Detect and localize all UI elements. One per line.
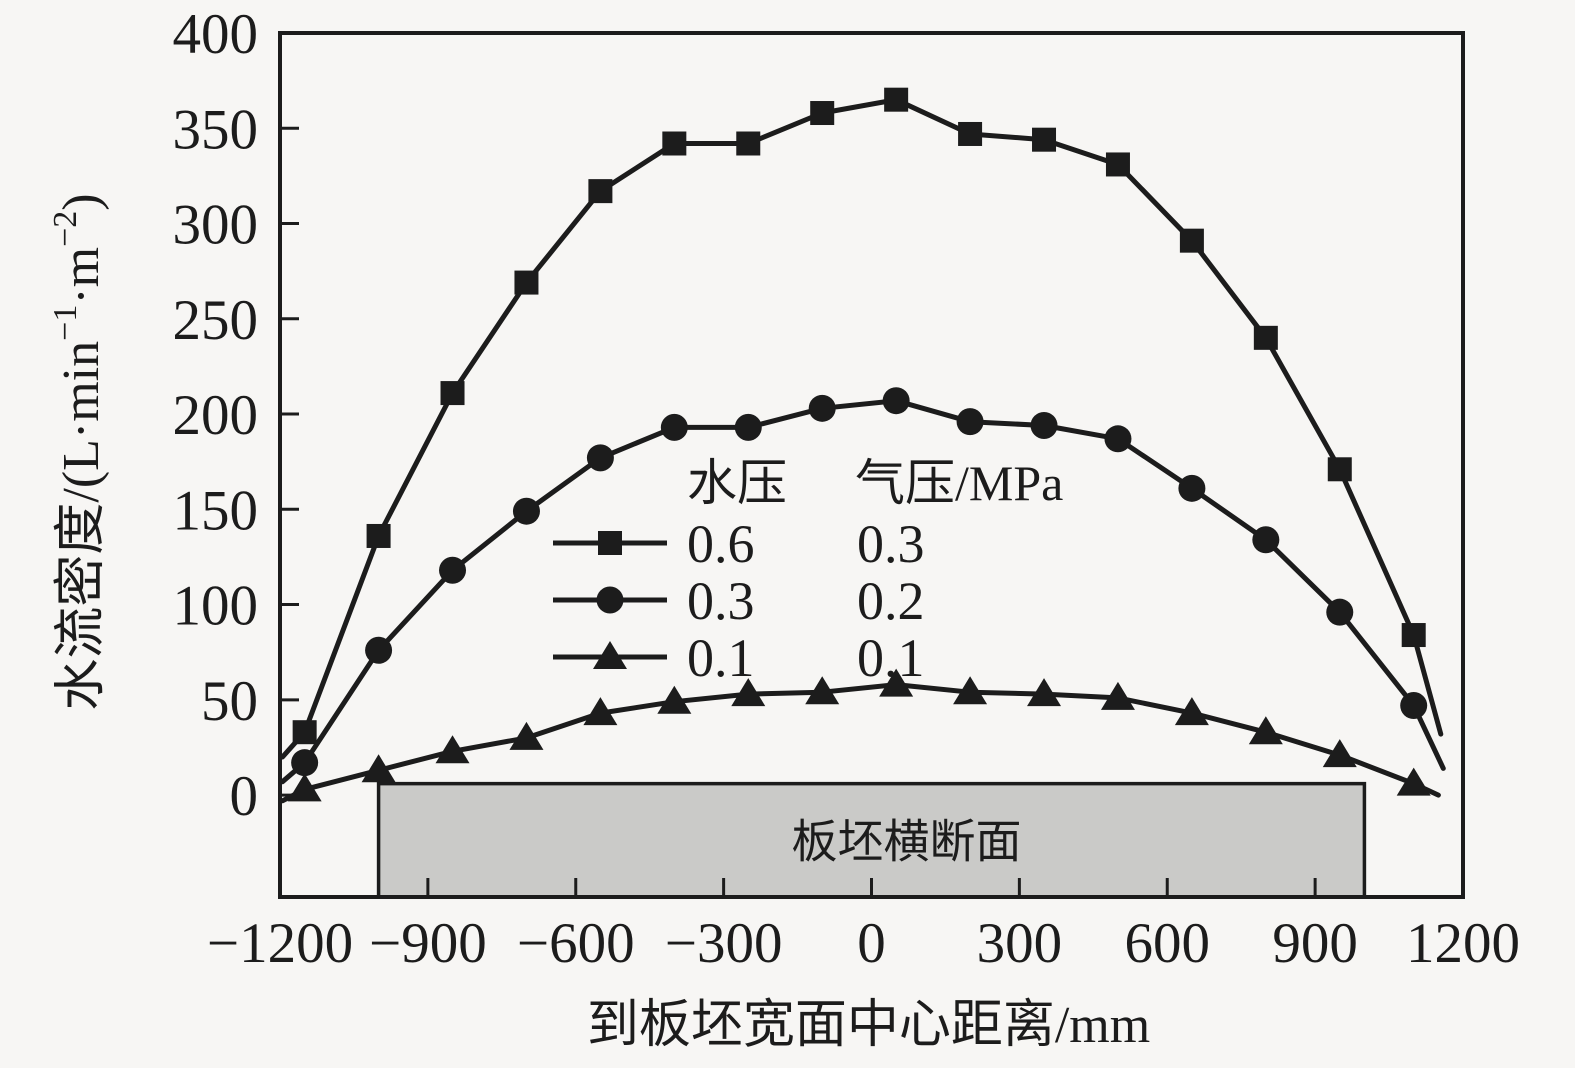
- legend-row: 0.3 0.2: [553, 571, 925, 631]
- data-point-circle: [734, 413, 762, 441]
- data-point-triangle: [879, 668, 914, 697]
- legend-header-air-pressure: 气压/MPa: [855, 455, 1063, 511]
- x-tick-label: −900: [369, 912, 487, 975]
- data-point-triangle: [1174, 697, 1209, 726]
- y-tick-label: 400: [173, 3, 259, 66]
- data-point-square: [1253, 325, 1278, 350]
- data-point-triangle: [1027, 678, 1062, 707]
- data-point-circle: [512, 497, 540, 525]
- data-point-circle: [1104, 425, 1132, 453]
- data-point-square: [514, 270, 539, 295]
- data-point-circle: [1252, 526, 1280, 554]
- data-point-square: [440, 381, 465, 406]
- data-point-circle: [660, 413, 688, 441]
- legend-row: 0.1 0.1: [553, 628, 925, 688]
- data-point-circle: [1400, 692, 1428, 720]
- data-point-triangle: [1322, 739, 1357, 768]
- legend-header-water-pressure: 水压: [687, 455, 787, 511]
- data-point-square: [662, 131, 687, 156]
- x-tick-label: −300: [665, 912, 783, 975]
- y-tick-label: 0: [230, 765, 259, 828]
- data-point-circle: [1030, 411, 1058, 439]
- data-point-triangle: [953, 676, 988, 705]
- series-triangle: [280, 668, 1441, 804]
- data-point-square: [736, 131, 761, 156]
- data-point-square: [958, 121, 983, 146]
- y-tick-label: 100: [173, 575, 259, 638]
- legend-marker-square: [598, 531, 622, 555]
- data-point-circle: [808, 394, 836, 422]
- y-tick-label: 50: [201, 670, 258, 733]
- legend-marker-circle: [596, 586, 624, 614]
- data-point-triangle: [1248, 716, 1283, 745]
- legend-air-pressure-value: 0.1: [857, 628, 925, 688]
- data-point-circle: [956, 408, 984, 436]
- data-point-circle: [882, 387, 910, 415]
- data-point-triangle: [435, 735, 470, 764]
- data-point-circle: [365, 636, 393, 664]
- data-point-square: [1327, 457, 1352, 482]
- legend-water-pressure-value: 0.1: [687, 628, 755, 688]
- data-point-square: [1179, 228, 1204, 253]
- data-point-triangle: [731, 678, 766, 707]
- data-point-triangle: [361, 754, 396, 783]
- data-point-circle: [586, 444, 614, 472]
- data-point-square: [1401, 623, 1426, 648]
- series-line-triangle: [280, 682, 1441, 804]
- x-tick-label: 300: [977, 912, 1063, 975]
- slab-cross-section-box: 板坯横断面: [376, 781, 1367, 899]
- y-tick-label: 350: [173, 98, 259, 161]
- data-point-circle: [291, 749, 319, 777]
- x-tick-label: −600: [517, 912, 635, 975]
- y-tick-label: 250: [173, 289, 259, 352]
- y-tick-label: 300: [173, 194, 259, 257]
- legend-water-pressure-value: 0.6: [687, 514, 755, 574]
- x-tick-label: 600: [1125, 912, 1211, 975]
- data-point-circle: [439, 556, 467, 584]
- data-point-circle: [1326, 598, 1354, 626]
- legend-row: 0.6 0.3: [553, 514, 925, 574]
- data-point-triangle: [657, 685, 692, 714]
- y-tick-label: 150: [173, 479, 259, 542]
- legend-marker-triangle: [593, 641, 627, 669]
- series-line-circle: [280, 398, 1446, 785]
- x-tick-label: 0: [857, 912, 886, 975]
- data-point-square: [1105, 152, 1130, 177]
- data-point-square: [366, 523, 391, 548]
- y-axis-title: 水流密度/(L·min−1·m−2): [47, 193, 110, 710]
- slab-box-label: 板坯横断面: [792, 816, 1022, 867]
- x-tick-label: −1200: [207, 912, 353, 975]
- data-point-circle: [1178, 474, 1206, 502]
- data-point-square: [588, 179, 613, 204]
- data-point-square: [292, 720, 317, 745]
- x-tick-label: 900: [1272, 912, 1358, 975]
- data-point-triangle: [509, 721, 544, 750]
- tick-labels: −1200 −900 −600 −300 0 300 600 900 1200 0 50 100 150…: [173, 3, 1521, 975]
- y-tick-label: 200: [173, 384, 259, 447]
- data-point-square: [1032, 127, 1057, 152]
- data-point-triangle: [1396, 767, 1431, 796]
- data-point-triangle: [1100, 681, 1135, 710]
- legend-water-pressure-value: 0.3: [687, 571, 755, 631]
- x-axis-title: 到板坯宽面中心距离/mm: [587, 997, 1150, 1054]
- plot-frame: [278, 31, 1465, 899]
- series-line-square: [280, 97, 1444, 760]
- data-point-square: [810, 101, 835, 126]
- series-square: [280, 87, 1444, 760]
- data-point-triangle: [805, 676, 840, 705]
- x-tick-label: 1200: [1406, 912, 1520, 975]
- data-point-square: [884, 87, 909, 112]
- data-point-triangle: [583, 697, 618, 726]
- legend-air-pressure-value: 0.2: [857, 571, 925, 631]
- legend-air-pressure-value: 0.3: [857, 514, 925, 574]
- series-circle: [280, 387, 1446, 785]
